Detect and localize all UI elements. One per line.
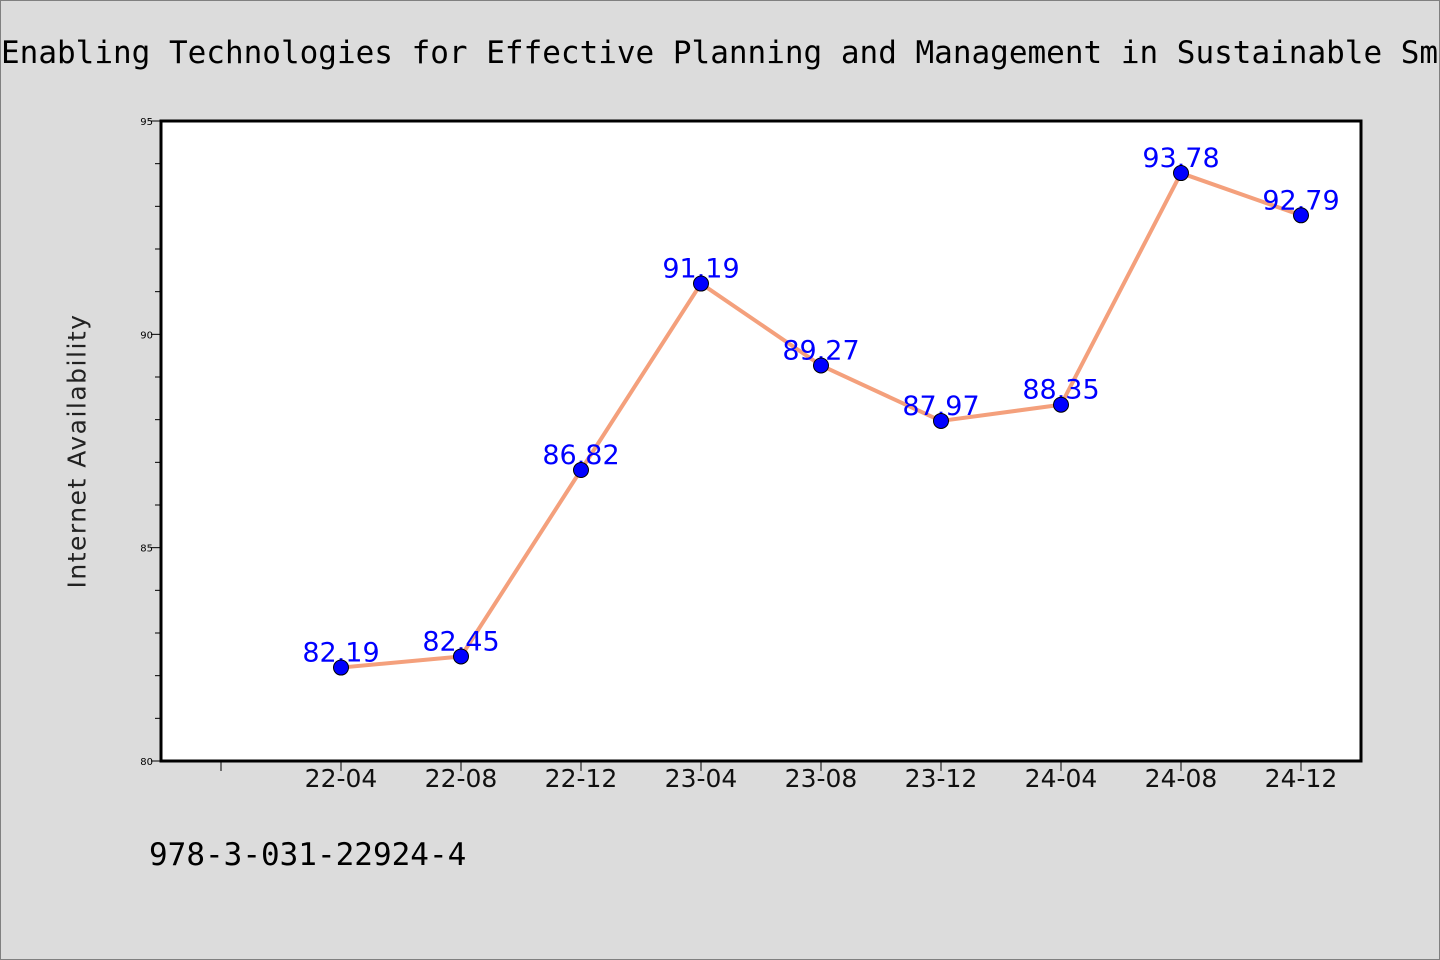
data-point (1053, 396, 1069, 413)
data-point (933, 412, 949, 429)
y-tick-label: 85 (140, 544, 153, 555)
plot-frame (159, 119, 1363, 763)
data-point (333, 659, 349, 676)
y-tick-label: 80 (140, 757, 153, 768)
x-tick-label: 22-08 (425, 764, 498, 793)
data-point (1173, 165, 1189, 182)
plot-area (161, 121, 1361, 761)
data-point (693, 275, 709, 292)
x-tick-label: 22-04 (305, 764, 378, 793)
x-tick-label: 24-04 (1025, 764, 1098, 793)
isbn-text: 978-3-031-22924-4 (149, 837, 467, 873)
x-tick-label: 24-12 (1265, 764, 1338, 793)
chart-title: Enabling Technologies for Effective Plan… (1, 35, 1439, 71)
x-tick-label: 24-08 (1145, 764, 1218, 793)
data-point (453, 648, 469, 665)
data-point (1293, 207, 1309, 224)
x-tick-label: 23-04 (665, 764, 738, 793)
y-tick-label: 90 (140, 330, 153, 341)
data-point (813, 357, 829, 374)
x-tick-label: 23-08 (785, 764, 858, 793)
y-tick-label: 95 (140, 117, 153, 128)
x-tick-label: 22-12 (545, 764, 618, 793)
data-point (573, 462, 589, 479)
x-tick-label: 23-12 (905, 764, 978, 793)
